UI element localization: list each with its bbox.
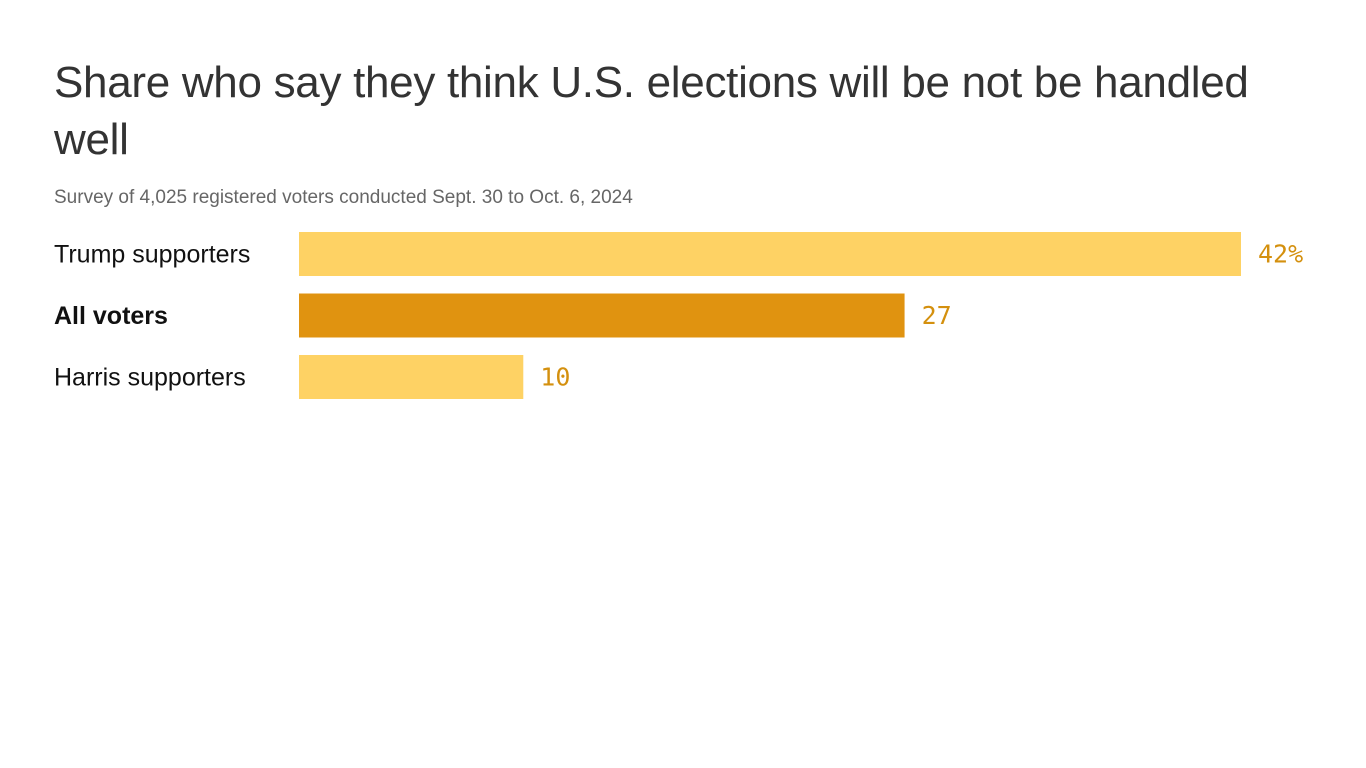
category-label: Trump supporters	[54, 241, 250, 269]
bar	[299, 293, 905, 338]
category-label: All voters	[54, 302, 168, 330]
bar	[299, 355, 524, 399]
value-label: 10	[540, 363, 570, 392]
value-label: 42%	[1258, 240, 1303, 269]
category-label: Harris supporters	[54, 364, 246, 392]
bar	[299, 232, 1241, 276]
chart-subtitle: Survey of 4,025 registered voters conduc…	[54, 187, 633, 208]
chart-title: Share who say they think U.S. elections …	[54, 58, 1249, 164]
value-label: 27	[922, 301, 952, 330]
